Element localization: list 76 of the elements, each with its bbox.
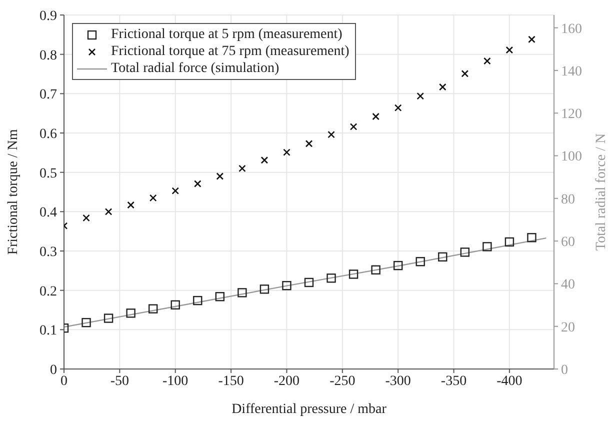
y2-tick-label: 0 — [561, 362, 568, 378]
point — [82, 214, 90, 222]
y-tick-label: 0.8 — [40, 48, 57, 64]
y-tick-label: 0.7 — [40, 88, 57, 103]
point — [460, 248, 470, 257]
point — [371, 265, 380, 274]
point — [282, 281, 292, 290]
point — [126, 308, 136, 318]
point — [127, 201, 134, 209]
y-axis-title: Frictional torque / Nm — [6, 129, 21, 255]
y-tick-label: 0.9 — [40, 8, 57, 24]
y2-tick-label: 80 — [561, 192, 575, 208]
point — [283, 148, 290, 156]
y2-tick-label: 40 — [561, 278, 575, 293]
point — [416, 92, 424, 100]
point — [172, 187, 180, 194]
point — [215, 292, 225, 302]
y2-axis-title: Total radial force / N — [594, 133, 609, 251]
point — [438, 83, 446, 91]
y-tick-label: 0 — [50, 362, 57, 378]
x-tick-label: 0 — [60, 374, 68, 389]
point — [238, 288, 247, 298]
y2-tick-label: 140 — [561, 64, 582, 80]
y-tick-label: 0.1 — [40, 324, 57, 339]
y-tick-label: 0.5 — [40, 166, 57, 182]
point — [149, 194, 157, 202]
y2-tick-label: 160 — [561, 22, 582, 37]
point — [305, 140, 313, 148]
legend-label: Frictional torque at 5 rpm (measurement) — [111, 26, 342, 43]
y-tick-label: 0.4 — [40, 206, 57, 221]
point — [104, 208, 112, 216]
y-tick-label: 0.6 — [40, 126, 57, 142]
point — [260, 284, 270, 294]
y2-tick-label: 20 — [561, 320, 575, 336]
point — [304, 278, 314, 288]
y-tick-label: 0.2 — [40, 284, 57, 300]
point — [82, 318, 91, 328]
legend-label: Frictional torque at 75 rpm (measurement) — [111, 43, 350, 60]
y-tick-label: 0.3 — [40, 244, 57, 260]
point — [393, 260, 403, 270]
point — [504, 237, 514, 247]
y2-tick-label: 60 — [561, 235, 575, 250]
point — [527, 233, 536, 242]
x-tick-label: -300 — [385, 374, 411, 389]
x-tick-label: -100 — [162, 374, 188, 389]
x-tick-label: -350 — [440, 374, 467, 389]
point — [148, 304, 158, 314]
y2-tick-label: 120 — [561, 107, 582, 122]
x-tick-label: -50 — [110, 374, 130, 389]
x-axis-title: Differential pressure / mbar — [232, 402, 387, 417]
point — [394, 104, 402, 112]
point — [350, 123, 358, 130]
point — [372, 112, 380, 120]
point — [260, 156, 268, 164]
point — [326, 274, 336, 283]
x-tick-label: -400 — [496, 374, 522, 389]
point — [484, 57, 491, 65]
point — [528, 36, 536, 44]
point — [170, 300, 180, 310]
point — [348, 270, 358, 279]
x-tick-label: -200 — [274, 374, 300, 389]
point — [328, 130, 335, 138]
legend-label: Total radial force (simulation) — [111, 60, 280, 77]
point — [193, 296, 202, 306]
point — [194, 180, 202, 188]
x-tick-label: -150 — [218, 374, 244, 389]
point — [482, 242, 492, 252]
point — [104, 314, 114, 323]
point — [416, 257, 425, 266]
point — [438, 252, 448, 262]
x-tick-label: -250 — [330, 374, 356, 389]
point — [238, 164, 246, 172]
point — [506, 46, 514, 54]
y2-tick-label: 100 — [561, 150, 582, 165]
point — [216, 172, 224, 180]
point — [461, 70, 469, 78]
